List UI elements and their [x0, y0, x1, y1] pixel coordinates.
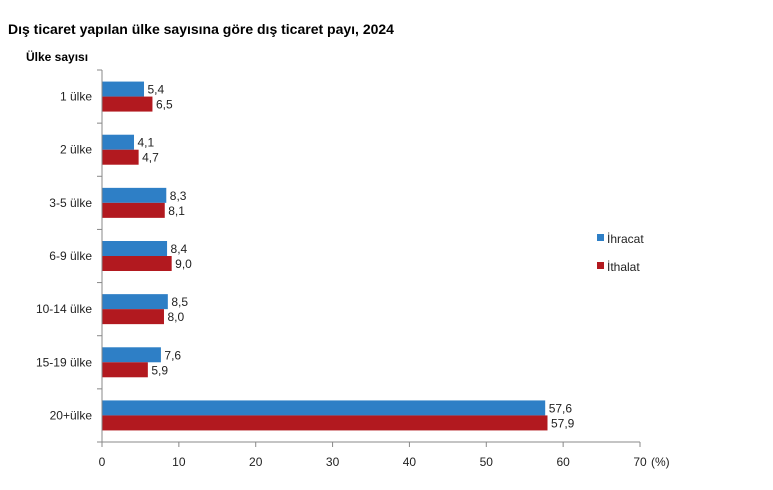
data-label: 8,1 [168, 204, 185, 218]
bar-ithalat [102, 96, 153, 112]
legend-swatch [597, 262, 604, 269]
legend: İhracat İthalat [597, 232, 644, 274]
bar-ithalat [102, 362, 148, 378]
data-label: 8,0 [167, 310, 184, 324]
data-label: 8,5 [171, 295, 188, 309]
category-label: 3-5 ülke [49, 196, 92, 210]
data-label: 8,4 [171, 242, 188, 256]
category-label: 2 ülke [60, 143, 92, 157]
x-tick-label: 30 [326, 455, 340, 469]
data-label: 5,4 [148, 83, 165, 97]
x-axis-unit: (%) [651, 455, 670, 469]
y-axis-title: Ülke sayısı [26, 49, 88, 64]
x-tick-label: 60 [556, 455, 570, 469]
legend-label: İthalat [607, 260, 640, 274]
data-label: 7,6 [164, 348, 181, 362]
category-label: 15-19 ülke [36, 355, 92, 369]
x-tick-label: 70 [633, 455, 647, 469]
x-tick-label: 50 [480, 455, 494, 469]
bar-ihracat [102, 134, 135, 150]
chart-title: Dış ticaret yapılan ülke sayısına göre d… [8, 21, 394, 37]
bar-ithalat [102, 256, 172, 271]
data-label: 9,0 [175, 257, 192, 271]
legend-swatch [597, 234, 604, 241]
bar-ithalat [102, 202, 165, 218]
data-label: 57,9 [551, 416, 575, 430]
category-label: 1 ülke [60, 90, 92, 104]
data-label: 4,1 [138, 136, 155, 150]
bar-ihracat [102, 81, 145, 97]
data-label: 57,6 [549, 401, 573, 415]
data-label: 5,9 [151, 363, 168, 377]
bar-ihracat [102, 294, 168, 310]
category-label: 20+ülke [50, 408, 93, 422]
x-tick-label: 40 [403, 455, 417, 469]
x-tick-label: 20 [249, 455, 263, 469]
bar-ihracat [102, 400, 546, 416]
bar-ithalat [102, 149, 139, 165]
data-label: 4,7 [142, 151, 159, 165]
bar-ithalat [102, 309, 164, 325]
x-tick-label: 0 [99, 455, 106, 469]
plot-area: 1 ülke 2 ülke 3-5 ülke 6-9 ülke 10-14 ülke 15… [36, 69, 647, 469]
legend-label: İhracat [607, 232, 644, 246]
bar-ithalat [102, 415, 548, 431]
bar-ihracat [102, 187, 167, 203]
x-tick-label: 10 [172, 455, 186, 469]
bar-ihracat [102, 241, 168, 256]
data-label: 6,5 [156, 98, 173, 112]
bar-ihracat [102, 347, 161, 363]
data-label: 8,3 [170, 189, 187, 203]
category-label: 10-14 ülke [36, 302, 92, 316]
category-label: 6-9 ülke [49, 249, 92, 263]
